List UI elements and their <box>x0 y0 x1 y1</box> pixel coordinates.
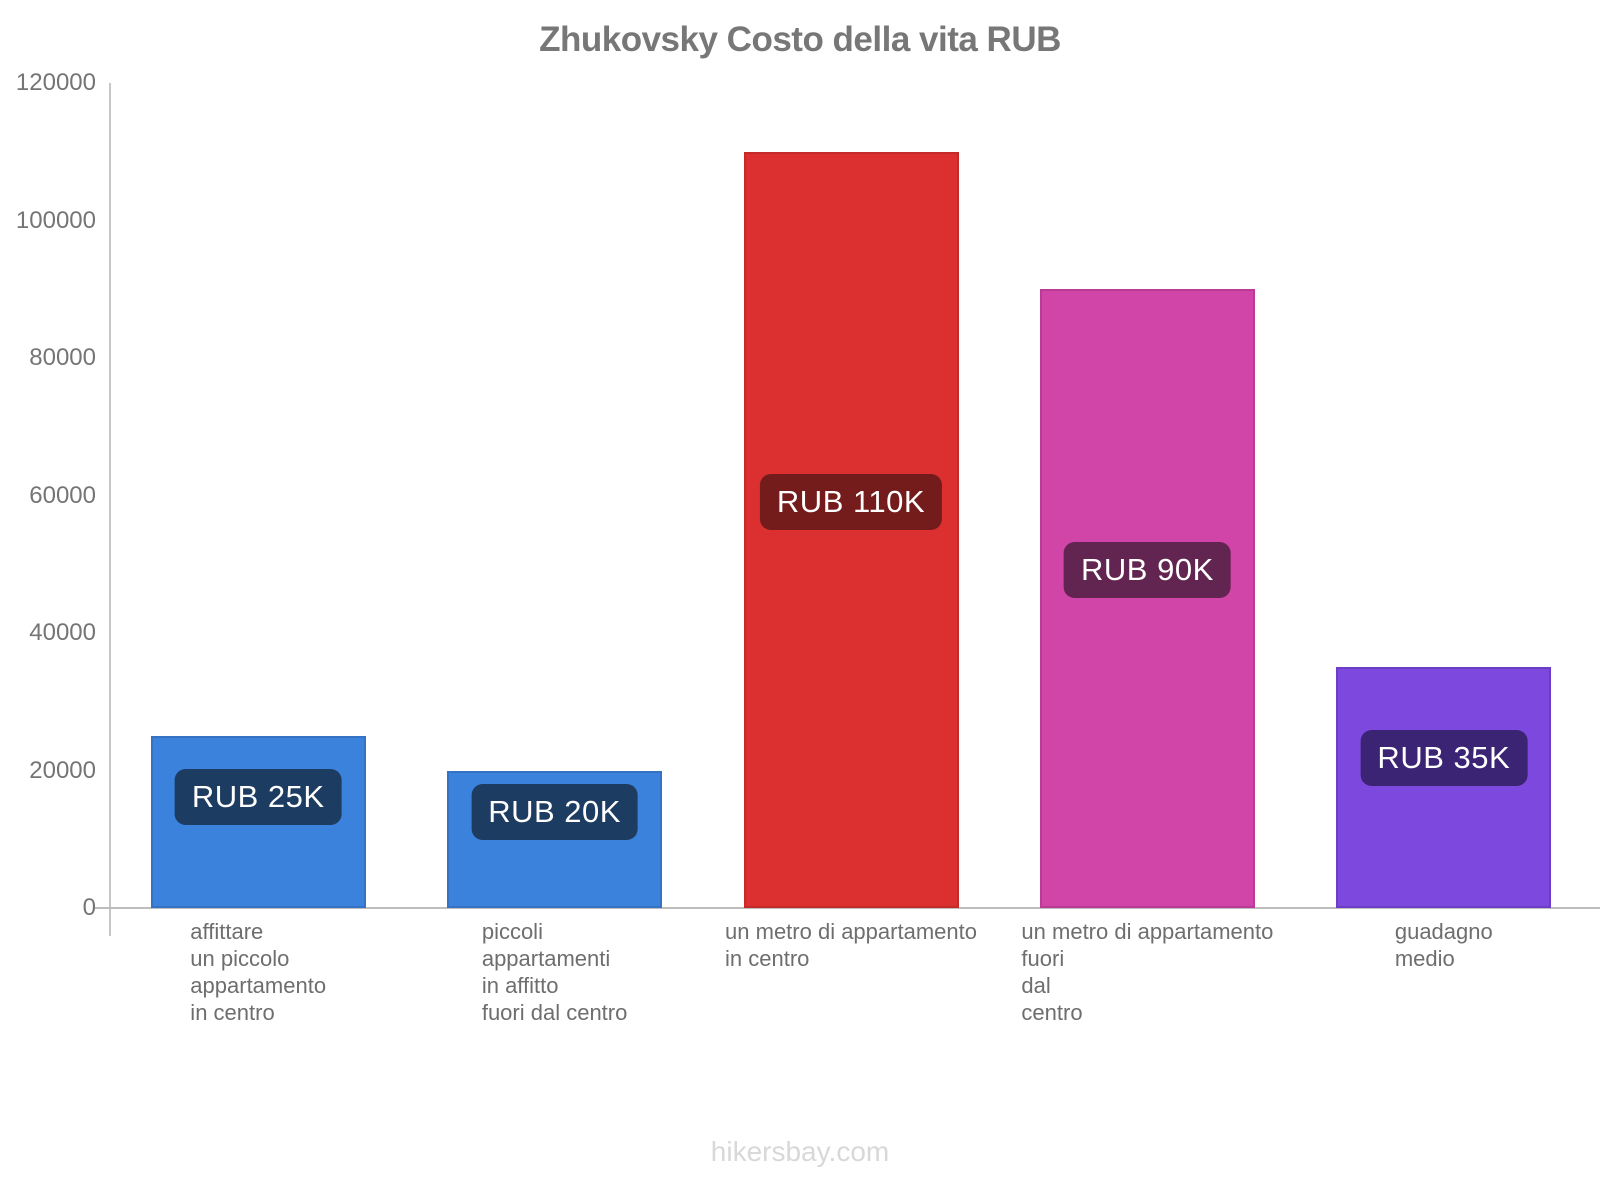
watermark-text: hikersbay.com <box>710 1136 890 1167</box>
x-category-label: un metro di appartamento in centro <box>725 918 977 972</box>
bar-1[interactable]: RUB 20K <box>447 770 663 908</box>
x-category-label-line: fuori dal centro <box>481 1000 628 1025</box>
y-axis-tick-label: 100000 <box>15 206 96 234</box>
x-category-label: guadagno medio <box>1395 918 1493 972</box>
x-category-label-line: un metro di appartamento <box>725 919 977 944</box>
y-axis-tick-label: 40000 <box>29 619 96 646</box>
y-axis-tick-label: 60000 <box>29 481 96 509</box>
x-category-label-line: centro <box>1021 1000 1083 1025</box>
x-category-label: affittare un piccolo appartamento in centro <box>190 918 326 1026</box>
x-category-label-line: un metro di appartamento <box>1021 919 1274 944</box>
x-category-label-line: medio <box>1394 946 1455 971</box>
x-category-label-line: in affitto <box>481 973 559 998</box>
x-category-label-line: un piccolo <box>190 946 290 971</box>
x-category-label-line: in centro <box>190 1000 275 1025</box>
bar-value-badge: RUB 25K <box>174 768 342 825</box>
x-category-label-line: appartamento <box>190 973 327 998</box>
x-category-label-line: guadagno <box>1394 919 1493 944</box>
bar-2[interactable]: RUB 110K <box>743 151 959 908</box>
bar-3[interactable]: RUB 90K <box>1039 289 1255 908</box>
bar-value-badge: RUB 20K <box>471 784 638 841</box>
x-category-label-line: affittare <box>190 919 264 944</box>
x-category-label: un metro di appartamento fuori dal centro <box>1021 918 1273 1026</box>
bar-value-badge: RUB 35K <box>1360 730 1528 787</box>
x-category-label-line: appartamenti <box>481 946 611 971</box>
x-axis-line <box>94 907 1600 909</box>
x-category-label-line: in centro <box>725 946 810 971</box>
x-category-label-line: dal <box>1021 973 1051 998</box>
y-axis-line <box>109 83 111 936</box>
x-category-label: piccoli appartamenti in affitto fuori dal c… <box>482 918 628 1026</box>
chart-title: Zhukovsky Costo della vita RUB <box>539 20 1061 59</box>
bar-value-badge: RUB 90K <box>1064 541 1231 598</box>
x-category-label-line: fuori <box>1021 946 1065 971</box>
y-axis-tick-label: 120000 <box>15 69 96 96</box>
y-axis-tick-label: 80000 <box>29 344 96 371</box>
y-axis-tick-label: 0 <box>82 894 96 921</box>
bar-0[interactable]: RUB 25K <box>150 736 366 908</box>
bar-4[interactable]: RUB 35K <box>1336 667 1552 908</box>
bar-value-badge: RUB 110K <box>759 473 943 530</box>
y-axis-tick-label: 20000 <box>29 756 96 784</box>
x-category-label-line: piccoli <box>481 919 543 944</box>
